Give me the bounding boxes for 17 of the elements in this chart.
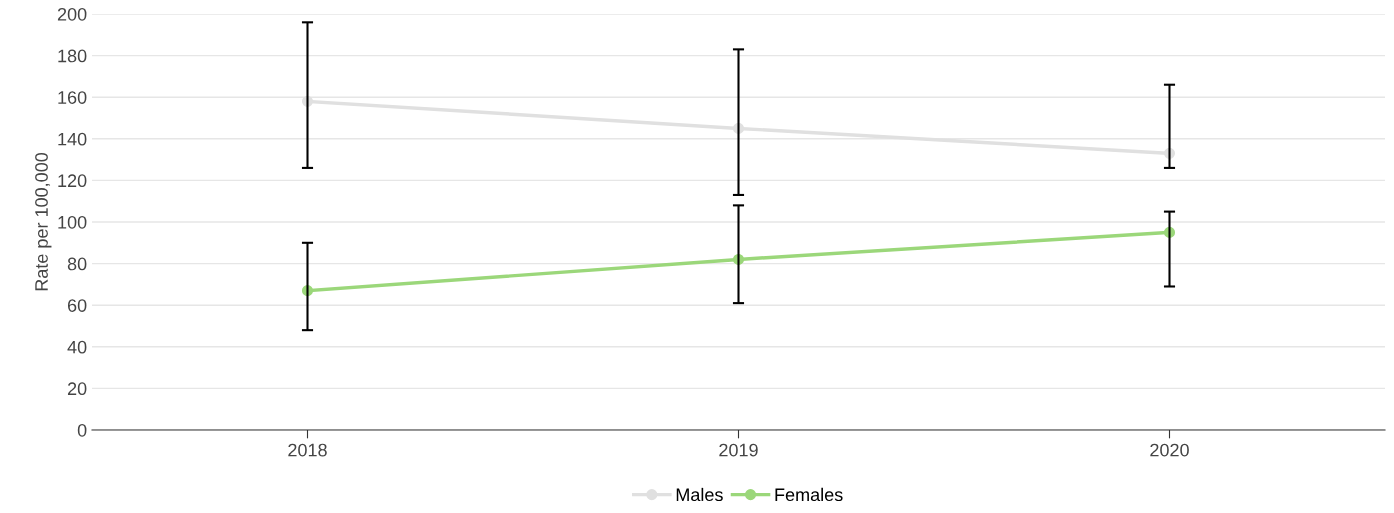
y-tick-label: 180 (58, 49, 87, 63)
x-tick-label: 2020 (1150, 443, 1189, 457)
y-tick-label: 140 (58, 132, 87, 146)
legend-label: Males (676, 487, 723, 502)
y-axis-title: Rate per 100,000 (35, 152, 52, 291)
y-tick-label: 0 (77, 423, 87, 437)
y-tick-label: 100 (58, 215, 87, 229)
y-tick-label: 200 (57, 7, 87, 21)
x-tick-label: 2018 (288, 443, 327, 457)
y-tick-label: 40 (67, 340, 87, 354)
y-tick-label: 60 (67, 299, 87, 312)
y-tick-label: 20 (67, 382, 87, 396)
y-tick-label: 120 (58, 174, 87, 188)
x-tick-label: 2019 (719, 443, 758, 457)
y-tick-label: 80 (67, 257, 87, 271)
y-tick-label: 160 (58, 91, 87, 104)
legend-label: Females (775, 487, 843, 502)
